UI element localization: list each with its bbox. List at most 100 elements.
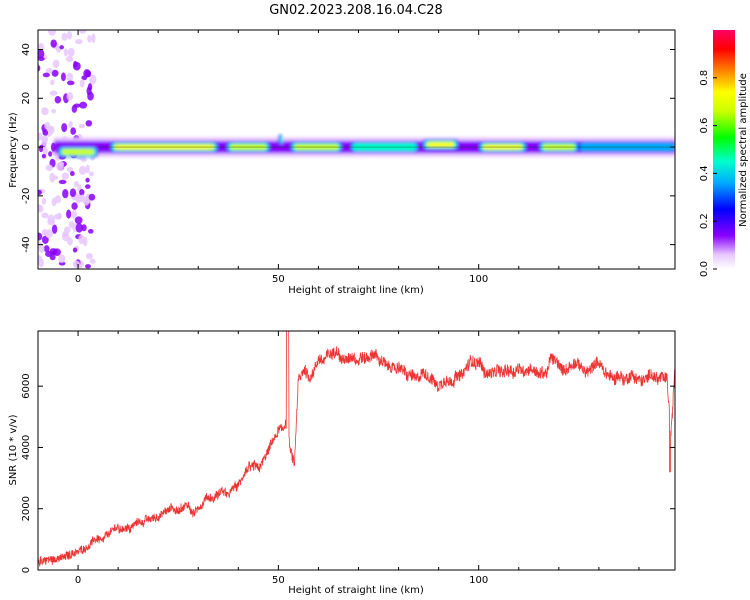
noise-cell (61, 32, 68, 41)
noise-cell (54, 95, 62, 104)
spectrogram-y-tick-label: 40 (21, 43, 32, 56)
noise-cell (87, 91, 94, 101)
noise-cell (66, 80, 75, 86)
noise-cell (71, 104, 78, 113)
noise-cell (42, 146, 49, 156)
noise-cell (38, 144, 44, 153)
snr-y-tick-label: 0 (21, 567, 32, 573)
colorbar-tick-label: 0.2 (699, 213, 710, 229)
noise-cell (66, 31, 73, 40)
noise-cell (41, 138, 48, 147)
snr-y-label: SNR (10 * v/v) (8, 414, 19, 485)
spectral-ridge (54, 134, 675, 158)
snr-plot-area (38, 331, 675, 567)
noise-cell (78, 30, 87, 34)
noise-cell (85, 264, 91, 269)
noise-cell (41, 107, 49, 116)
noise-cell (42, 129, 49, 136)
noise-cell (70, 127, 77, 135)
noise-cell (48, 151, 53, 157)
noise-cell (38, 189, 42, 196)
spectrogram-axes: 0 50 100 -40 -20 0 20 40 (21, 30, 675, 285)
noise-cell (54, 195, 62, 204)
ridge-segment (61, 148, 95, 155)
colorbar-axes: 0.0 0.2 0.4 0.6 0.8 (699, 70, 717, 277)
snr-x-label: Height of straight line (km) (288, 585, 424, 596)
noise-cell (79, 101, 88, 109)
colorbar-label: Normalized spectral amplitude (738, 73, 749, 227)
colorbar-tick-label: 0.6 (699, 118, 710, 134)
snr-x-tick-label: 0 (75, 575, 81, 586)
noise-cell (49, 248, 58, 255)
colorbar-tick-label: 0.0 (699, 261, 710, 277)
noise-cell (52, 175, 59, 180)
noise-cell (56, 212, 62, 219)
noise-cell (48, 30, 57, 36)
noise-cell (88, 193, 96, 201)
spectrogram-y-tick-label: 0 (21, 144, 32, 150)
noise-cell (52, 59, 60, 68)
noise-cell (38, 255, 43, 262)
snr-y-tick-label: 6000 (21, 373, 32, 398)
snr-frame (37, 330, 676, 571)
noise-cell (79, 189, 85, 196)
noise-cell (51, 69, 59, 77)
noise-cell (42, 72, 50, 78)
noise-cell (80, 157, 87, 162)
spectrogram-x-label: Height of straight line (km) (288, 285, 424, 296)
noise-cell (73, 60, 78, 68)
spectrogram-x-tick-label: 50 (272, 274, 285, 285)
colorbar-tick-label: 0.4 (699, 165, 710, 181)
spectrogram-y-tick-label: 20 (21, 92, 32, 105)
snr-series-line (38, 331, 675, 567)
noise-cell (45, 229, 53, 239)
noise-cell (71, 202, 78, 210)
noise-cell (87, 34, 92, 43)
colorbar-gradient (713, 30, 735, 269)
spectrogram-panel: 0 50 100 -40 -20 0 20 40 Height of straight lin… (8, 29, 676, 296)
noise-cell (85, 70, 92, 78)
noise-cell (67, 47, 75, 57)
noise-cell (87, 83, 93, 91)
noise-cell (68, 221, 75, 229)
noise-cell (49, 172, 56, 183)
noise-cell (45, 68, 53, 74)
noise-cell (41, 154, 46, 159)
colorbar: 0.0 0.2 0.4 0.6 0.8 Normalized spectral ampl… (699, 30, 749, 277)
noise-cell (41, 197, 47, 205)
noise-cell (66, 92, 74, 101)
noise-cell (75, 39, 83, 45)
noise-cell (78, 234, 85, 245)
noise-cell (69, 171, 75, 177)
noise-cell (71, 210, 78, 219)
noise-cell (78, 123, 86, 129)
noise-cell (58, 179, 67, 185)
noise-cell (81, 75, 88, 81)
noise-cell (73, 181, 79, 188)
noise-cell (41, 235, 49, 245)
noise-cell (86, 252, 93, 260)
noise-cell (38, 232, 43, 241)
noise-cell (78, 165, 87, 175)
noise-cell (79, 194, 86, 203)
noise-cell (51, 224, 58, 234)
noise-cell (47, 218, 56, 226)
ridge-segment (280, 135, 283, 144)
noise-cell (38, 56, 45, 62)
noise-cell (85, 164, 90, 174)
noise-cell (91, 33, 96, 43)
spectrogram-plot-area (38, 30, 675, 269)
noise-cell (74, 216, 83, 225)
spectrogram-y-tick-label: -40 (21, 236, 32, 252)
noise-cell (38, 244, 45, 253)
spectrogram-x-tick-label: 100 (469, 274, 488, 285)
ridge-segment (427, 142, 454, 147)
noise-cell (46, 126, 53, 132)
noise-cell (69, 188, 77, 198)
noise-cell (50, 79, 55, 86)
snr-y-tick-label: 4000 (21, 435, 32, 460)
noise-cell (41, 212, 49, 219)
noise-cell (66, 72, 74, 82)
noise-cell (66, 209, 72, 219)
